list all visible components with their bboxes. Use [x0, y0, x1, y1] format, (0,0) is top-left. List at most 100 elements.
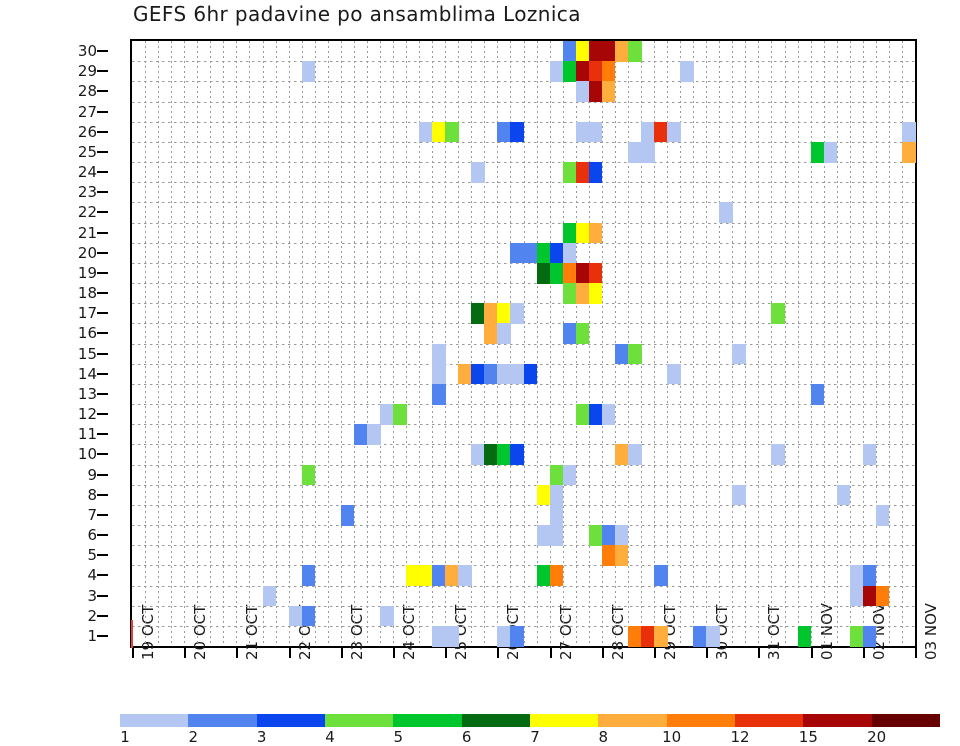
grid-row	[132, 545, 915, 547]
heatmap-cell	[406, 565, 420, 587]
heatmap-cell	[419, 565, 433, 587]
y-axis-label: 3	[87, 586, 97, 605]
y-axis-label: 22	[77, 203, 97, 222]
heatmap-cell	[536, 565, 551, 587]
colorbar-tick-label: 6	[461, 728, 472, 746]
y-axis-label: 14	[77, 364, 97, 383]
heatmap-cell	[549, 565, 564, 587]
heatmap-cell	[497, 363, 512, 385]
heatmap-cell	[288, 605, 303, 627]
heatmap-cell	[810, 141, 825, 163]
x-axis-tick	[549, 648, 552, 658]
heatmap-cell	[393, 404, 407, 425]
heatmap-cell	[575, 121, 590, 143]
colorbar-segment	[529, 714, 599, 727]
heatmap-cell	[588, 262, 603, 284]
x-axis-tick	[132, 648, 134, 658]
heatmap-cell	[875, 585, 890, 607]
heatmap-cell	[640, 141, 655, 163]
y-axis-label: 11	[77, 425, 97, 444]
heatmap-cell	[432, 343, 446, 365]
heatmap-cell	[575, 323, 590, 345]
grid-row	[132, 585, 915, 587]
heatmap-cell	[562, 162, 577, 183]
heatmap-cell	[667, 121, 681, 143]
colorbar-segment	[393, 714, 462, 727]
heatmap-cell	[654, 121, 668, 143]
heatmap-cell	[497, 121, 512, 143]
heatmap-cell	[627, 141, 642, 163]
x-axis-tick	[758, 648, 761, 658]
heatmap-cell	[627, 625, 642, 647]
y-axis-tick	[97, 392, 108, 395]
page-title: GEFS 6hr padavine po ansamblima Loznica	[133, 2, 581, 26]
heatmap-cell	[445, 121, 459, 143]
heatmap-cell	[471, 162, 485, 183]
y-axis-tick	[97, 150, 108, 153]
y-axis-tick	[97, 493, 108, 496]
grid-row	[132, 504, 915, 506]
heatmap-cell	[562, 242, 577, 264]
heatmap-cell	[601, 404, 616, 425]
heatmap-cell	[445, 565, 459, 587]
heatmap-cell	[640, 121, 655, 143]
heatmap-cell	[588, 162, 603, 183]
heatmap-cell	[301, 61, 316, 82]
y-axis-label: 2	[87, 606, 97, 625]
x-axis-tick	[601, 648, 604, 658]
colorbar-tick-label: 1	[120, 728, 130, 746]
heatmap-cell	[510, 625, 525, 647]
heatmap-cell	[862, 625, 877, 647]
heatmap-cell	[823, 141, 838, 163]
colorbar-segment	[324, 714, 394, 727]
plot-area	[130, 39, 917, 648]
heatmap-cell	[549, 242, 564, 264]
heatmap-cell	[432, 121, 446, 143]
y-axis-label: 16	[77, 324, 97, 343]
x-axis-tick	[393, 648, 395, 658]
heatmap-cell	[301, 605, 316, 627]
x-axis-tick	[340, 648, 343, 658]
y-axis-tick	[97, 453, 108, 456]
heatmap-cell	[588, 222, 603, 244]
grid-row	[132, 404, 915, 405]
heatmap-cell	[484, 303, 498, 324]
y-axis-label: 1	[87, 626, 97, 645]
y-axis: 1 2 3 4 5 6 7 8 9 10 11 12 13 14 15 16 17 18 19 20 21 22 23 24 2…	[0, 39, 128, 648]
heatmap-cell	[810, 383, 825, 405]
x-axis: 19 OCT 20 OCT 21 OCT 22 OCT 23 OCT 24 OCT 25 O…	[130, 603, 940, 724]
colorbar-segment	[256, 714, 325, 727]
y-axis-tick	[97, 534, 108, 537]
colorbar-segment	[666, 714, 735, 727]
heatmap-cell	[862, 565, 877, 587]
y-axis-label: 6	[87, 526, 97, 545]
heatmap-cell	[575, 222, 590, 244]
y-axis-tick	[97, 352, 108, 355]
heatmap-cell	[588, 121, 603, 143]
heatmap-cell	[601, 61, 616, 82]
y-axis-tick	[97, 231, 108, 234]
heatmap-cell	[562, 222, 577, 244]
heatmap-cell	[379, 605, 394, 627]
grid-row	[132, 605, 915, 607]
heatmap-cell	[497, 323, 512, 345]
y-axis-label: 24	[77, 163, 97, 182]
y-axis-tick	[97, 372, 108, 375]
y-axis-tick	[97, 130, 108, 133]
heatmap-cell	[901, 121, 916, 143]
grid-row	[132, 101, 915, 103]
y-axis-tick	[97, 574, 108, 577]
colorbar-tick-label: 15	[798, 728, 818, 746]
heatmap-cell	[862, 444, 877, 466]
colorbar-tick-label: 8	[598, 728, 609, 746]
y-axis-tick	[97, 554, 108, 557]
heatmap-cell	[419, 121, 433, 143]
y-axis-tick	[97, 90, 108, 93]
y-axis-label: 30	[77, 42, 97, 61]
y-axis-label: 8	[87, 485, 97, 504]
colorbar-tick-label: 10	[662, 728, 682, 746]
y-axis-tick	[97, 614, 108, 617]
colorbar-segment	[598, 714, 667, 727]
heatmap-cell	[614, 343, 629, 365]
y-axis-label: 28	[77, 82, 97, 101]
